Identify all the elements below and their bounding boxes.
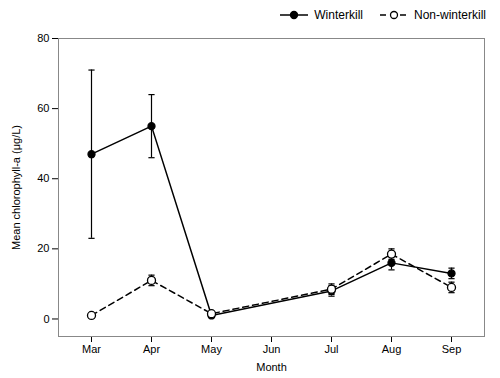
svg-text:Apr: Apr [143, 343, 160, 355]
svg-text:Mean chlorophyll-a (μg/L): Mean chlorophyll-a (μg/L) [10, 125, 22, 250]
svg-text:0: 0 [43, 312, 49, 324]
html-text:Non-winterkill: Non-winterkill [414, 8, 486, 22]
svg-text:Month: Month [256, 361, 287, 373]
svg-text:60: 60 [37, 102, 49, 114]
svg-text:80: 80 [37, 32, 49, 44]
svg-text:Jul: Jul [324, 343, 338, 355]
svg-text:Sep: Sep [442, 343, 462, 355]
svg-text:Mar: Mar [82, 343, 101, 355]
svg-text:40: 40 [37, 172, 49, 184]
svg-text:20: 20 [37, 242, 49, 254]
svg-text:Aug: Aug [382, 343, 402, 355]
svg-text:May: May [201, 343, 222, 355]
svg-text:Jun: Jun [263, 343, 281, 355]
html-text:Winterkill: Winterkill [314, 8, 363, 22]
